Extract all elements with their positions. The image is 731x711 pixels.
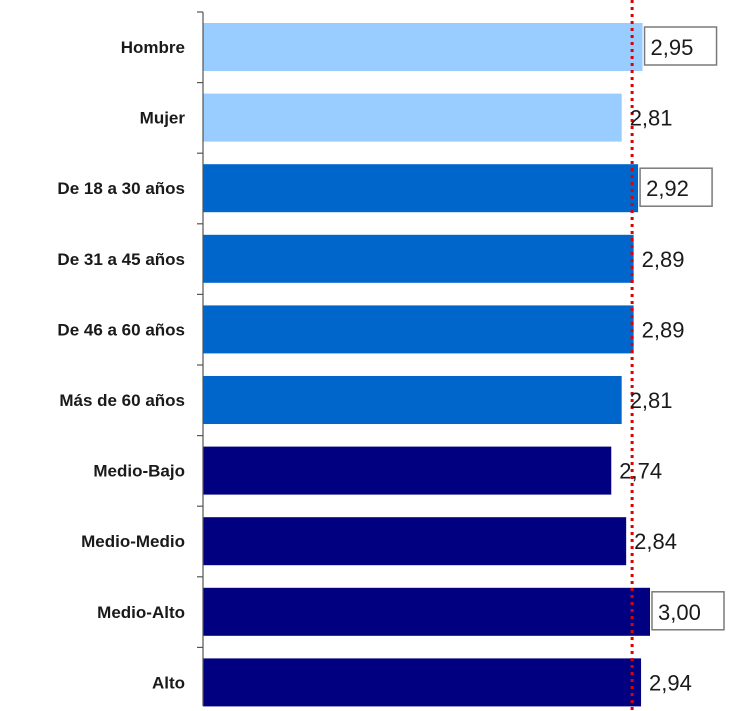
category-label: De 18 a 30 años: [57, 179, 185, 198]
category-label: Más de 60 años: [59, 391, 185, 410]
bars: [203, 23, 650, 707]
bar: [203, 305, 634, 354]
value-label: 3,00: [658, 600, 701, 625]
bar: [203, 517, 627, 566]
bar: [203, 587, 650, 636]
value-label: 2,81: [630, 388, 673, 413]
bar: [203, 658, 642, 707]
value-label-box: [639, 167, 713, 207]
value-label: 2,95: [651, 35, 694, 60]
category-label: Alto: [152, 673, 185, 692]
category-label: Medio-Medio: [81, 532, 185, 551]
value-labels: 2,95 2,81 2,92 2,89 2,89 2,81 2,74 2,84 3,00 2,94: [619, 26, 725, 695]
category-label: Mujer: [140, 109, 186, 128]
category-label: Medio-Bajo: [93, 462, 185, 481]
category-labels: Hombre Mujer De 18 a 30 años De 31 a 45 año…: [57, 38, 185, 692]
value-label: 2,89: [642, 317, 685, 342]
bar: [203, 234, 634, 283]
category-label: De 46 a 60 años: [57, 320, 185, 339]
value-label: 2,92: [646, 176, 689, 201]
y-axis: [197, 11, 204, 706]
category-label: Hombre: [121, 38, 185, 57]
value-label: 2,94: [649, 670, 692, 695]
value-label: 2,89: [642, 247, 685, 272]
bar: [203, 23, 643, 71]
category-label: Medio-Alto: [97, 603, 185, 622]
value-label-box: [651, 591, 725, 631]
bar: [203, 93, 622, 142]
bar: [203, 446, 612, 495]
value-label: 2,84: [634, 529, 677, 554]
value-label-box: [643, 26, 718, 66]
value-label: 2,74: [619, 459, 662, 484]
bar: [203, 164, 639, 213]
value-label: 2,81: [630, 106, 673, 131]
bar: [203, 376, 622, 424]
category-label: De 31 a 45 años: [57, 250, 185, 269]
